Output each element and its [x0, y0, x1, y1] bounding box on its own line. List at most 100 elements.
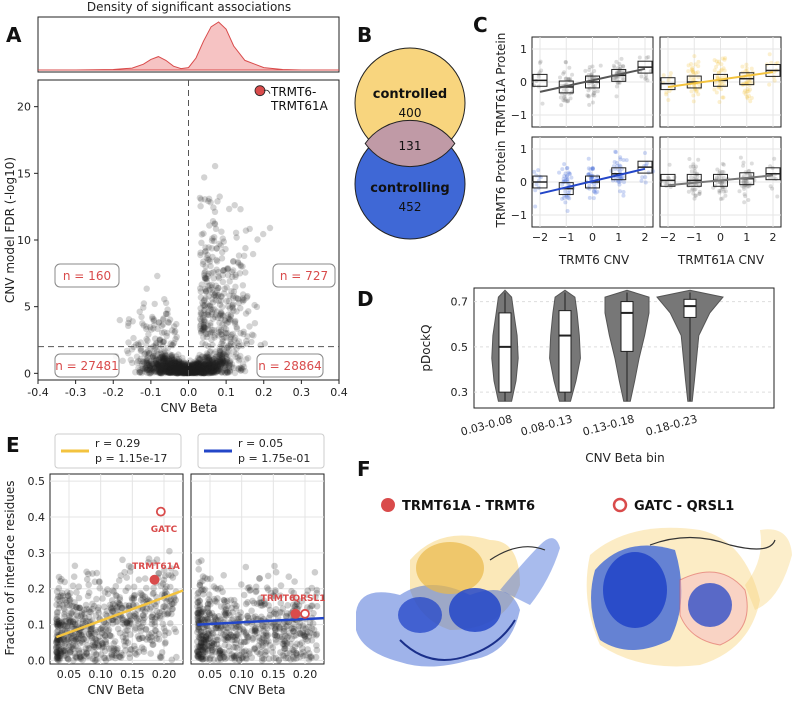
volcano-point	[202, 369, 210, 377]
volcano-point	[152, 358, 160, 365]
volcano-point	[158, 353, 165, 361]
volcano-point	[211, 369, 218, 376]
filled-highlight-point	[149, 574, 160, 585]
volcano-point	[239, 282, 247, 289]
boxplot-point	[686, 189, 691, 194]
highlight-label-line1: TRMT6-	[270, 85, 316, 99]
volcano-point	[152, 359, 160, 367]
legend-right-p: p = 1.75e-01	[238, 452, 310, 465]
volcano-point	[190, 360, 197, 368]
volcano-point	[188, 361, 195, 368]
volcano-point	[166, 368, 173, 376]
volcano-point	[189, 364, 197, 371]
volcano-point	[210, 367, 217, 375]
scatter-point	[289, 646, 296, 653]
boxplot-point	[563, 200, 568, 205]
volcano-point	[136, 369, 144, 376]
volcano-point	[204, 354, 212, 361]
boxplot-point	[697, 191, 702, 196]
volcano-point	[133, 359, 141, 366]
volcano-point	[219, 356, 227, 363]
volcano-point	[232, 317, 239, 325]
volcano-point	[168, 362, 176, 369]
volcano-point	[153, 360, 161, 367]
boxplot-point	[621, 193, 626, 198]
boxplot-point	[595, 89, 600, 94]
volcano-point	[189, 367, 196, 374]
x-tick-label: 0.05	[198, 668, 223, 681]
scatter-point	[266, 606, 274, 614]
scatter-point	[68, 610, 75, 618]
volcano-point	[216, 365, 224, 373]
volcano-point	[210, 275, 217, 282]
volcano-point	[146, 366, 153, 374]
volcano-point	[182, 366, 189, 374]
boxplot-point	[661, 73, 666, 78]
scatter-point	[230, 596, 238, 604]
volcano-point	[183, 364, 190, 372]
volcano-point	[183, 364, 190, 372]
volcano-point	[191, 364, 198, 371]
volcano-point	[174, 362, 181, 369]
volcano-point	[173, 362, 180, 369]
volcano-point	[196, 363, 203, 370]
scatter-point	[238, 581, 245, 588]
y-tick-label: 0	[520, 176, 527, 189]
volcano-point	[173, 368, 181, 375]
volcano-point	[176, 367, 183, 375]
volcano-point	[219, 351, 226, 358]
boxplot-point	[587, 186, 592, 191]
volcano-point	[266, 224, 274, 232]
volcano-point	[168, 360, 175, 367]
scatter-point	[75, 594, 83, 602]
volcano-point	[189, 365, 197, 372]
volcano-point	[188, 368, 195, 375]
volcano-point	[232, 353, 239, 360]
volcano-point	[226, 359, 234, 367]
trmt6-trmt61a-point	[254, 85, 266, 97]
boxplot-point	[696, 59, 701, 64]
x-tick-label: −2	[532, 231, 548, 244]
volcano-point	[178, 368, 186, 375]
volcano-point	[217, 363, 224, 371]
volcano-point	[228, 331, 235, 339]
scatter-point	[308, 584, 316, 592]
volcano-point	[194, 363, 201, 370]
volcano-point	[177, 368, 185, 375]
scatter-point	[104, 590, 112, 598]
volcano-point	[167, 369, 175, 376]
volcano-point	[217, 362, 224, 369]
volcano-point	[215, 353, 222, 360]
volcano-point	[248, 338, 255, 346]
volcano-point	[187, 364, 194, 372]
volcano-point	[149, 353, 157, 360]
volcano-point	[232, 229, 240, 236]
volcano-point	[173, 370, 181, 377]
volcano-point	[195, 367, 202, 374]
volcano-point	[161, 355, 169, 362]
volcano-point	[211, 162, 219, 170]
volcano-point	[189, 366, 196, 373]
volcano-point	[177, 369, 185, 377]
volcano-point	[125, 339, 132, 346]
volcano-point	[168, 354, 175, 362]
volcano-point	[181, 366, 188, 373]
volcano-point	[216, 347, 224, 355]
scatter-point	[71, 562, 79, 570]
scatter-point	[101, 631, 108, 638]
volcano-point	[170, 360, 177, 367]
volcano-point	[201, 370, 208, 377]
volcano-point	[176, 365, 184, 372]
volcano-point	[164, 357, 171, 364]
volcano-point	[156, 365, 163, 372]
volcano-point	[192, 368, 200, 375]
volcano-point	[136, 367, 143, 374]
volcano-point	[190, 369, 197, 377]
volcano-point	[167, 369, 174, 377]
volcano-point	[206, 362, 213, 369]
volcano-point	[208, 356, 215, 363]
scatter-point	[196, 609, 203, 616]
density-frame	[37, 16, 340, 73]
volcano-point	[174, 368, 181, 375]
volcano-point	[201, 369, 208, 376]
